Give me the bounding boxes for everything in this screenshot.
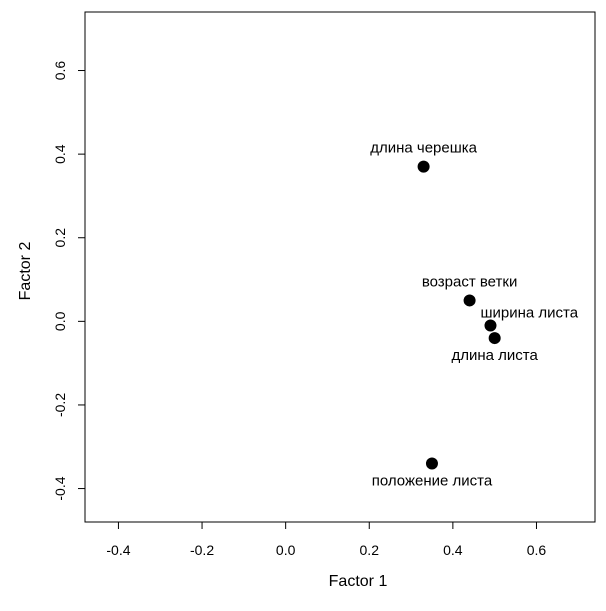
x-tick-label: -0.4 bbox=[106, 542, 130, 558]
y-tick-label: 0.0 bbox=[52, 311, 68, 331]
data-point bbox=[417, 160, 430, 173]
point-label: возраст ветки bbox=[422, 273, 518, 290]
y-tick-label: -0.4 bbox=[52, 476, 68, 500]
x-tick-label: 0.0 bbox=[276, 542, 296, 558]
x-axis-title: Factor 1 bbox=[329, 573, 388, 590]
point-label: длина черешка bbox=[370, 140, 477, 157]
data-point bbox=[463, 294, 476, 307]
x-axis: -0.4 -0.2 0.0 0.2 0.4 0.6 bbox=[106, 522, 546, 558]
y-axis-title: Factor 2 bbox=[17, 242, 34, 301]
y-tick-label: -0.2 bbox=[52, 393, 68, 417]
x-tick-label: -0.2 bbox=[190, 542, 214, 558]
x-tick-label: 0.6 bbox=[527, 542, 547, 558]
data-points bbox=[417, 160, 501, 470]
y-tick-label: 0.4 bbox=[52, 144, 68, 164]
point-label: положение листа bbox=[372, 472, 493, 489]
x-tick-label: 0.2 bbox=[360, 542, 380, 558]
data-point bbox=[488, 332, 501, 345]
data-point bbox=[425, 457, 438, 470]
y-tick-label: 0.2 bbox=[52, 228, 68, 248]
data-point bbox=[484, 319, 497, 332]
point-labels: длина черешка возраст ветки ширина листа дл… bbox=[370, 140, 579, 490]
point-label: длина листа bbox=[451, 347, 538, 364]
point-label: ширина листа bbox=[480, 305, 578, 322]
y-tick-label: 0.6 bbox=[52, 61, 68, 81]
y-axis: -0.4 -0.2 0.0 0.2 0.4 0.6 bbox=[52, 61, 85, 501]
x-tick-label: 0.4 bbox=[443, 542, 463, 558]
plot-frame bbox=[84, 11, 596, 523]
